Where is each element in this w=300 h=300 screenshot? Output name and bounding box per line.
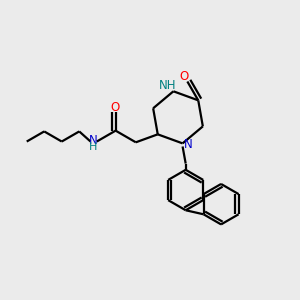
Text: N: N (89, 134, 98, 147)
Text: NH: NH (159, 79, 177, 92)
Text: O: O (110, 101, 119, 114)
Text: H: H (89, 142, 97, 152)
Text: N: N (184, 138, 193, 152)
Text: O: O (180, 70, 189, 83)
